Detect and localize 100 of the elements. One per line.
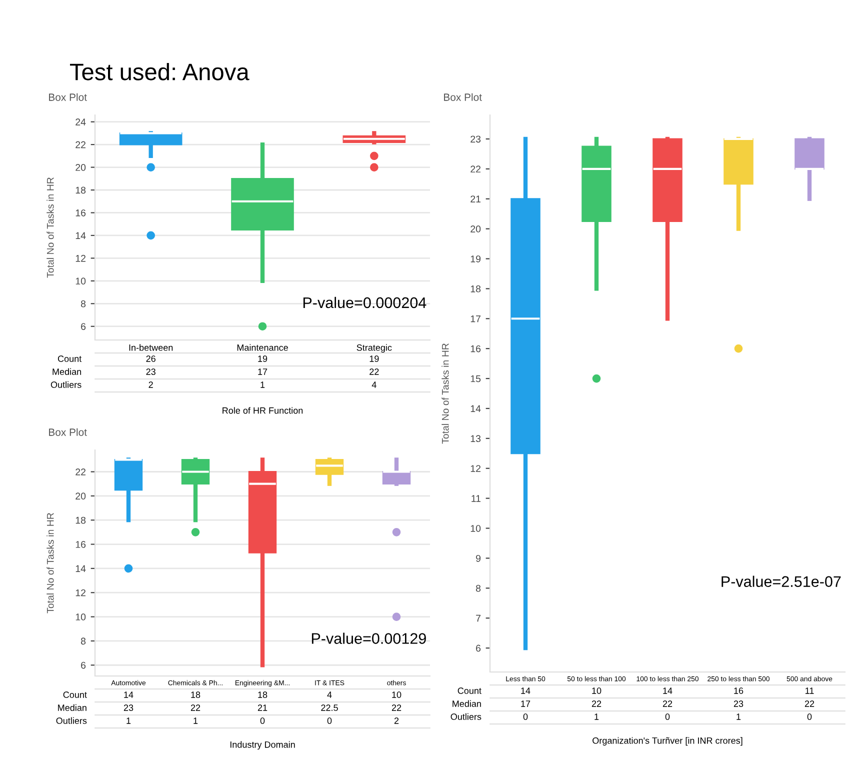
text: Count (458, 688, 482, 694)
text: 0 (260, 718, 265, 724)
text: 1 (260, 382, 265, 388)
x-axis-title: Organization's Turñver [in INR crores] (592, 737, 742, 746)
x-tick-label: In-between (129, 344, 173, 351)
text: 18 (258, 692, 268, 698)
x-tick-label: Strategic (356, 344, 392, 353)
text: 18 (191, 692, 200, 698)
text: 23 (146, 368, 156, 375)
y-axis-title: Total No of Tasks in HR (46, 513, 54, 614)
y-axis-title: Total No of Tasks in HR (46, 178, 54, 278)
chart-title: Box Plot (444, 93, 482, 101)
text: Count (58, 356, 82, 362)
y-tick-label: 7 (476, 614, 480, 622)
text: Outliers (450, 713, 482, 720)
chart-title: Test used: Anova (70, 62, 250, 80)
y-tick-label: 20 (76, 164, 86, 171)
text: 0 (807, 714, 812, 720)
text: 1 (736, 714, 741, 720)
text: Median (452, 700, 481, 707)
text: 14 (521, 688, 530, 694)
y-tick-label: 9 (476, 554, 481, 562)
text: 22 (392, 704, 402, 711)
text: Count (63, 692, 87, 698)
y-tick-label: 13 (470, 435, 481, 442)
text: 10 (392, 692, 402, 698)
y-tick-label: 16 (76, 541, 86, 548)
x-axis-title: Industry Domain (230, 741, 295, 750)
y-tick-label: 18 (470, 285, 481, 292)
text: 2 (148, 382, 153, 388)
text: 19 (370, 356, 379, 362)
text: 11 (806, 688, 814, 694)
text: 17 (258, 368, 268, 375)
text: 4 (327, 692, 332, 698)
y-tick-label: 12 (76, 589, 86, 596)
y-tick-label: 8 (80, 300, 86, 308)
text: 22 (592, 700, 602, 707)
y-tick-label: 19 (470, 255, 481, 262)
y-tick-label: 12 (470, 465, 480, 472)
text: 10 (592, 688, 602, 694)
y-tick-label: 22 (76, 141, 86, 148)
text: 23 (734, 700, 744, 707)
y-tick-label: 22 (76, 468, 86, 476)
y-tick-label: 10 (470, 524, 481, 532)
text: 14 (124, 692, 134, 698)
y-tick-label: 22 (470, 166, 480, 172)
y-tick-label: 18 (76, 516, 86, 524)
y-tick-label: 6 (476, 644, 481, 652)
y-tick-label: 10 (76, 278, 86, 285)
text: 2 (394, 718, 399, 724)
annotation: P-value=0.000204 (303, 296, 426, 308)
y-tick-label: 17 (470, 315, 480, 322)
y-tick-label: 16 (76, 209, 86, 216)
text: 22 (804, 700, 814, 707)
y-tick-label: 14 (76, 565, 86, 572)
text: 14 (663, 688, 672, 694)
y-tick-label: 11 (472, 495, 480, 502)
y-tick-label: 12 (76, 254, 86, 262)
y-axis-title: Total No of Tasks in HR (442, 344, 449, 444)
text: 21 (258, 704, 268, 711)
chart-subtitle: Box Plot (49, 93, 87, 101)
y-tick-label: 21 (470, 196, 480, 202)
annotation: P-value=0.00129 (312, 632, 426, 644)
text: 23 (124, 704, 134, 711)
y-tick-label: 20 (76, 492, 86, 500)
text: Median (58, 704, 86, 711)
y-tick-label: 18 (76, 186, 86, 194)
y-tick-label: 24 (76, 118, 86, 126)
text: 22 (662, 700, 672, 707)
y-tick-label: 6 (81, 662, 86, 669)
text: 26 (146, 356, 156, 362)
y-tick-label: 20 (470, 226, 481, 232)
text: Median (52, 368, 82, 375)
text: 19 (258, 356, 268, 362)
text: 17 (521, 700, 530, 707)
text: 0 (523, 714, 528, 720)
y-tick-label: 10 (76, 614, 86, 620)
y-tick-label: 6 (81, 323, 86, 330)
text: Outliers (56, 717, 87, 724)
text: 22 (370, 368, 379, 375)
text: 0 (327, 718, 332, 724)
y-tick-label: 14 (76, 232, 86, 239)
text: Outliers (50, 381, 82, 388)
text: 1 (126, 718, 131, 724)
y-tick-label: 14 (470, 405, 481, 412)
y-tick-label: 15 (470, 375, 481, 382)
text: 1 (194, 718, 198, 724)
x-tick-label: Maintenance (237, 344, 288, 351)
text: 4 (372, 382, 376, 388)
text: 22.5 (321, 704, 338, 711)
annotation: P-value=2.51e-07 (722, 576, 841, 587)
y-tick-label: 16 (470, 345, 481, 352)
x-axis-title: Role of HR Function (222, 407, 303, 414)
text: 1 (594, 714, 599, 720)
chart-title: Box Plot (49, 428, 87, 436)
text: 16 (734, 688, 744, 694)
y-tick-label: 23 (470, 136, 481, 143)
y-tick-label: 8 (80, 638, 86, 645)
text: 22 (190, 704, 200, 711)
text: 0 (665, 714, 670, 720)
